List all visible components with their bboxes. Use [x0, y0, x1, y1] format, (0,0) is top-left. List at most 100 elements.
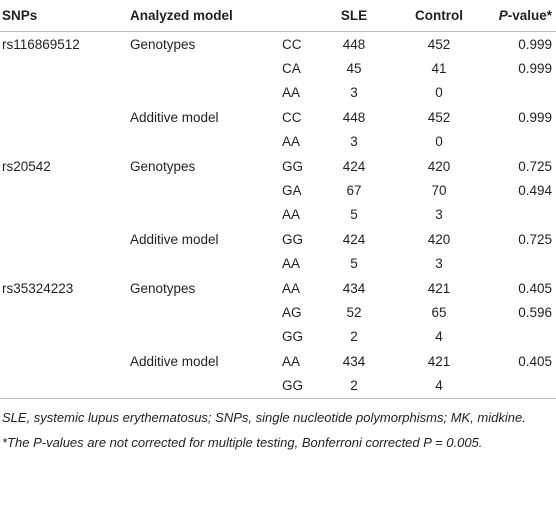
- header-italic: P: [498, 8, 508, 23]
- table-cell: [130, 203, 282, 227]
- header-row: SNPs Analyzed model SLE Control P-value*: [0, 0, 556, 32]
- table-row: AA 5 3: [0, 252, 556, 276]
- table-cell: [130, 252, 282, 276]
- table-cell: GG: [282, 231, 304, 247]
- table-cell: [0, 325, 130, 349]
- table-cell: 3: [350, 85, 358, 101]
- table-cell: 4: [435, 329, 443, 345]
- table-row: AA 3 0: [0, 130, 556, 154]
- table-cell: 5: [350, 256, 358, 272]
- table-row: AG 52 65 0.596: [0, 300, 556, 324]
- table-row: GG 2 4: [0, 325, 556, 349]
- table-cell: [130, 178, 282, 202]
- table-cell: 0.999: [518, 61, 552, 77]
- table-cell: [0, 373, 130, 398]
- table-cell: 3: [435, 207, 443, 223]
- table-cell: 434: [342, 280, 366, 296]
- table-cell: 0.494: [518, 183, 552, 199]
- table-cell: [130, 325, 282, 349]
- table-cell: Additive model: [130, 231, 219, 247]
- table-cell: 0: [435, 85, 443, 101]
- table-cell: GG: [282, 378, 304, 394]
- table-cell: 5: [350, 207, 358, 223]
- table-cell: AA: [282, 256, 301, 272]
- table-row: Additive model GG 424 420 0.725: [0, 227, 556, 251]
- table-cell: [0, 130, 130, 154]
- table-cell: [130, 130, 282, 154]
- table-cell: GG: [282, 158, 304, 174]
- table-cell: 420: [427, 231, 451, 247]
- header-cell: P-value*: [494, 0, 556, 32]
- table-cell: 0.725: [518, 158, 552, 174]
- table-cell: 421: [427, 280, 451, 296]
- table-cell: AA: [282, 85, 301, 101]
- table-cell: GG: [282, 329, 304, 345]
- table-cell: 0.999: [518, 109, 552, 125]
- table-cell: CC: [282, 36, 302, 52]
- table-cell: [130, 300, 282, 324]
- header-text: -value*: [507, 8, 552, 23]
- table-cell: CA: [282, 61, 301, 77]
- table-cell: 448: [342, 36, 366, 52]
- table-cell: [0, 252, 130, 276]
- table-cell: 0.596: [518, 304, 552, 320]
- table-cell: AA: [282, 207, 301, 223]
- table-cell: [0, 81, 130, 105]
- table-cell: 2: [350, 329, 358, 345]
- table-row: rs35324223 Genotypes AA 434 421 0.405: [0, 276, 556, 300]
- table-cell: 0.405: [518, 280, 552, 296]
- table-row: GA 67 70 0.494: [0, 178, 556, 202]
- table-cell: 424: [342, 231, 366, 247]
- table-cell: Genotypes: [130, 158, 196, 174]
- table-cell: rs20542: [2, 158, 51, 174]
- table-body: rs116869512 Genotypes CC 448 452 0.999 CA 45 41 0…: [0, 32, 556, 399]
- table-row: CA 45 41 0.999: [0, 56, 556, 80]
- table-cell: GA: [282, 183, 302, 199]
- table-cell: 0: [435, 134, 443, 150]
- footnotes: SLE, systemic lupus erythematosus; SNPs,…: [0, 399, 556, 453]
- table-row: Additive model AA 434 421 0.405: [0, 349, 556, 373]
- table-header: SNPs Analyzed model SLE Control P-value*: [0, 0, 556, 32]
- table-cell: [0, 349, 130, 373]
- table-row: GG 2 4: [0, 373, 556, 398]
- table-cell: [0, 300, 130, 324]
- header-cell: SLE: [324, 0, 384, 32]
- table-cell: CC: [282, 109, 302, 125]
- table-row: rs116869512 Genotypes CC 448 452 0.999: [0, 32, 556, 57]
- table-row: AA 3 0: [0, 81, 556, 105]
- table-cell: 41: [431, 61, 447, 77]
- table-cell: [130, 373, 282, 398]
- table-cell: 0.405: [518, 353, 552, 369]
- table-row: AA 5 3: [0, 203, 556, 227]
- table-cell: Additive model: [130, 109, 219, 125]
- table-cell: [0, 203, 130, 227]
- table-cell: rs35324223: [2, 280, 74, 296]
- table-cell: rs116869512: [2, 36, 80, 52]
- table-cell: 65: [431, 304, 447, 320]
- data-table: SNPs Analyzed model SLE Control P-value*…: [0, 0, 556, 399]
- table-cell: 421: [427, 353, 451, 369]
- table-cell: [0, 56, 130, 80]
- table-cell: Genotypes: [130, 280, 196, 296]
- table-cell: [0, 105, 130, 129]
- table-cell: Genotypes: [130, 36, 196, 52]
- table-row: rs20542 Genotypes GG 424 420 0.725: [0, 154, 556, 178]
- table-row: Additive model CC 448 452 0.999: [0, 105, 556, 129]
- table-cell: 52: [346, 304, 362, 320]
- table-cell: [130, 56, 282, 80]
- table-cell: [130, 81, 282, 105]
- table-cell: [494, 203, 556, 227]
- table-cell: 3: [435, 256, 443, 272]
- footnote: *The P-values are not corrected for mult…: [2, 434, 483, 450]
- table-cell: 434: [342, 353, 366, 369]
- table-cell: 424: [342, 158, 366, 174]
- table-cell: 4: [435, 378, 443, 394]
- table-cell: [494, 81, 556, 105]
- table-cell: 0.999: [518, 36, 552, 52]
- table-cell: 45: [346, 61, 362, 77]
- table-cell: AG: [282, 304, 302, 320]
- header-cell: Control: [384, 0, 494, 32]
- header-cell: SNPs: [0, 0, 130, 32]
- table-cell: [0, 227, 130, 251]
